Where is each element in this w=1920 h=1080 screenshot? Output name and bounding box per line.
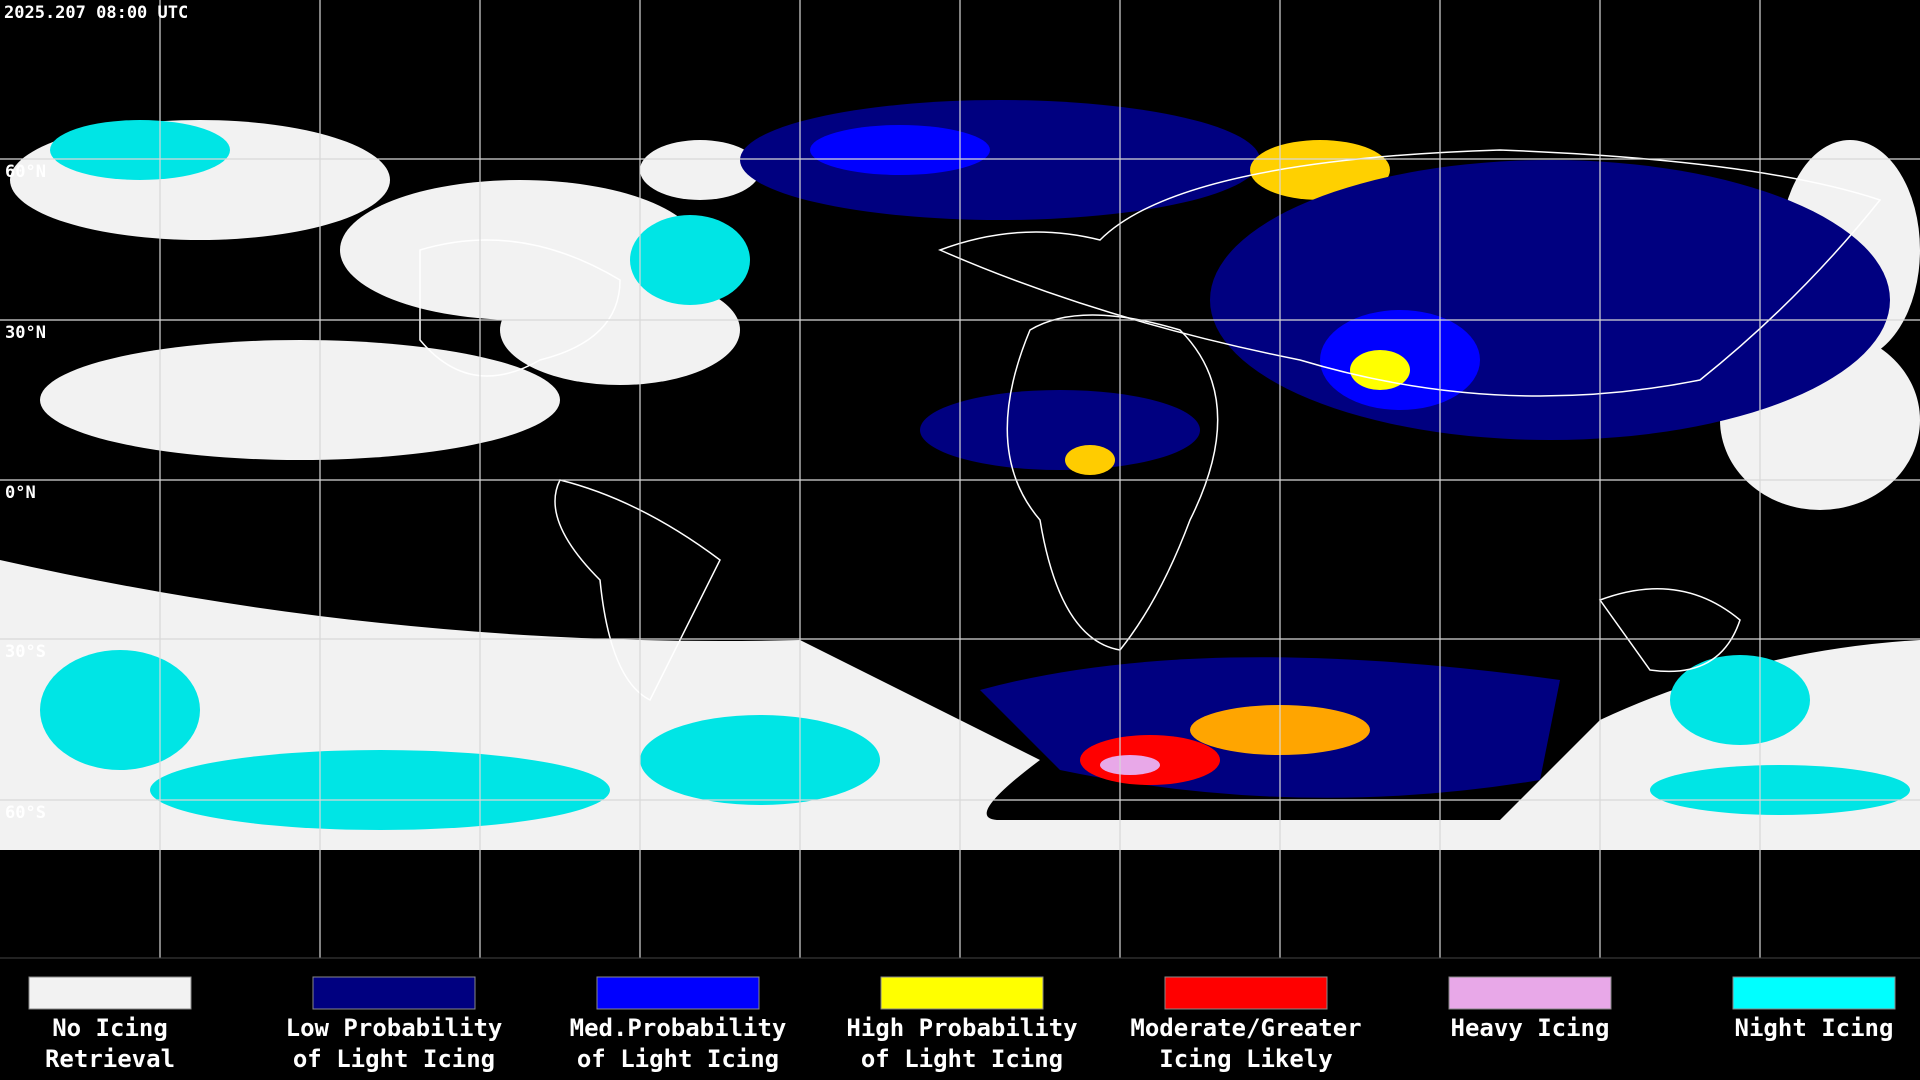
legend-label: Heavy Icing: [1451, 1014, 1610, 1042]
legend-label: of Light Icing: [293, 1045, 495, 1073]
legend-swatch: [312, 976, 476, 1010]
legend-label: Night Icing: [1735, 1014, 1894, 1042]
latitude-label: 60°S: [5, 803, 46, 823]
legend-label: of Light Icing: [861, 1045, 1063, 1073]
legend: No Icing Retrieval Low Probability of Light…: [0, 957, 1920, 1073]
icing-field: [740, 100, 1890, 798]
legend-swatch: [1164, 976, 1328, 1010]
coastlines: [419, 149, 1882, 702]
legend-label: Retrieval: [45, 1045, 175, 1073]
legend-swatch: [596, 976, 760, 1010]
latitude-label: 30°N: [5, 323, 46, 343]
legend-swatch: [1448, 976, 1612, 1010]
legend-label: Moderate/Greater: [1130, 1014, 1361, 1042]
latitude-label: 60°N: [5, 162, 46, 182]
legend-label: High Probability: [846, 1014, 1077, 1042]
legend-label: No Icing: [52, 1014, 168, 1042]
map: 60°N 30°N 0°N 30°S 60°S: [0, 0, 1920, 958]
legend-label: Med.Probability: [570, 1014, 787, 1042]
graticule: [0, 0, 1920, 958]
timestamp: 2025.207 08:00 UTC: [4, 3, 188, 23]
legend-label: Low Probability: [286, 1014, 503, 1042]
legend-swatch: [28, 976, 192, 1010]
legend-swatch: [880, 976, 1044, 1010]
legend-label: of Light Icing: [577, 1045, 779, 1073]
latitude-label: 30°S: [5, 642, 46, 662]
legend-label: Icing Likely: [1159, 1045, 1332, 1073]
latitude-labels: 60°N 30°N 0°N 30°S 60°S: [5, 162, 46, 823]
latitude-label: 0°N: [5, 483, 36, 503]
legend-swatch: [1732, 976, 1896, 1010]
